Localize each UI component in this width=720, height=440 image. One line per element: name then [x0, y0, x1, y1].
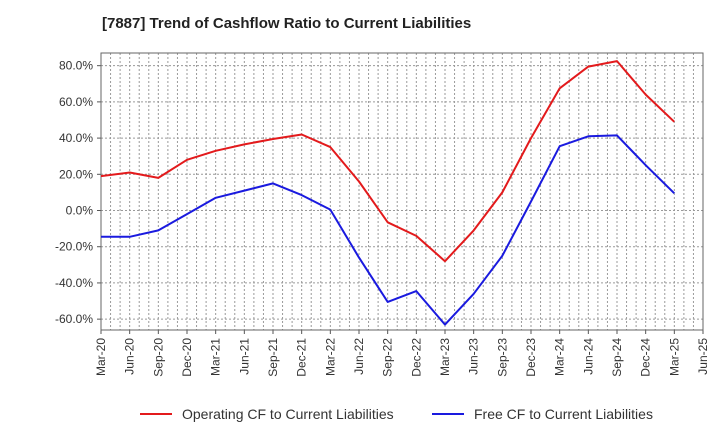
x-tick-label: Sep-20 [151, 338, 165, 377]
x-tick-label: Jun-24 [581, 338, 595, 375]
x-tick-label: Dec-20 [180, 338, 194, 377]
y-tick-label: -40.0% [55, 276, 93, 290]
x-tick-label: Mar-20 [94, 338, 108, 376]
chart-title: [7887] Trend of Cashflow Ratio to Curren… [102, 15, 472, 32]
x-tick-label: Dec-21 [295, 338, 309, 377]
x-tick-label: Sep-24 [610, 338, 624, 377]
x-tick-label: Mar-23 [438, 338, 452, 376]
x-tick-label: Mar-21 [209, 338, 223, 376]
x-tick-label: Sep-21 [266, 338, 280, 377]
x-tick-label: Mar-24 [553, 338, 567, 376]
legend-label-1: Operating CF to Current Liabilities [182, 406, 394, 422]
x-tick-label: Jun-20 [123, 338, 137, 375]
plot-border [100, 52, 704, 331]
x-tick-label: Jun-22 [352, 338, 366, 375]
series-line-1 [100, 60, 675, 263]
x-tick-label: Dec-22 [409, 338, 423, 377]
x-tick-label: Dec-23 [524, 338, 538, 377]
y-tick-label: -60.0% [55, 312, 93, 326]
x-tick-label: Jun-21 [237, 338, 251, 375]
series-line-2 [101, 134, 676, 326]
y-tick-label: 0.0% [66, 204, 94, 218]
x-tick-label: Mar-25 [667, 338, 681, 376]
y-tick-label: 60.0% [59, 95, 93, 109]
y-tick-label: 20.0% [59, 167, 93, 181]
plot-area [101, 53, 703, 330]
legend-label-2: Free CF to Current Liabilities [474, 406, 653, 422]
x-tick-label: Jun-23 [467, 338, 481, 375]
x-tick-label: Mar-22 [323, 338, 337, 376]
x-tick-label: Dec-24 [639, 338, 653, 377]
y-tick-label: 40.0% [59, 131, 93, 145]
x-tick-label: Sep-23 [495, 338, 509, 377]
y-tick-label: -20.0% [55, 240, 93, 254]
x-tick-label: Sep-22 [381, 338, 395, 377]
x-tick-label: Jun-25 [696, 338, 710, 375]
y-tick-label: 80.0% [59, 59, 93, 73]
